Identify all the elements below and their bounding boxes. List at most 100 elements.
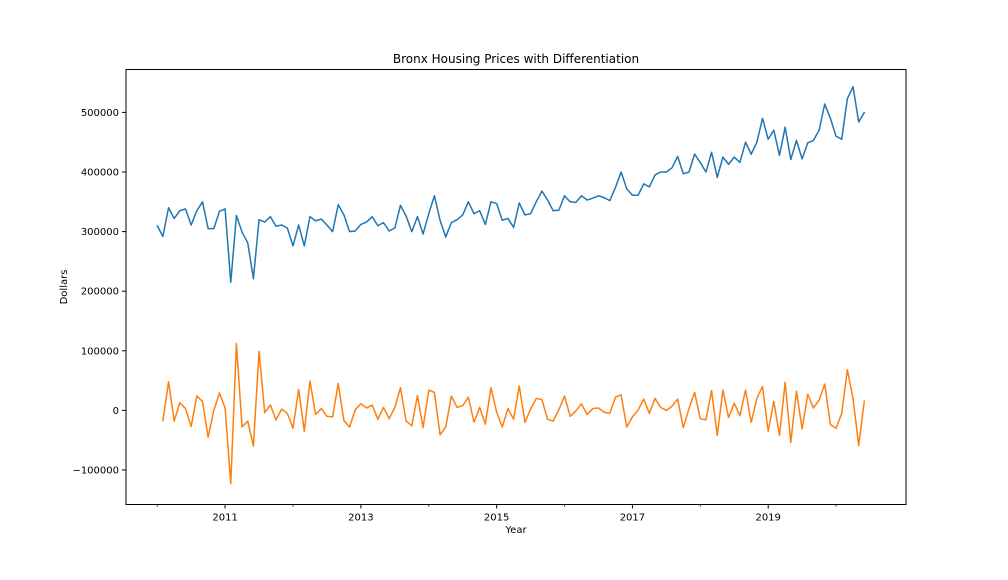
series-2-point-111 — [784, 381, 786, 383]
series-2-point-73 — [569, 415, 571, 417]
series-2-point-10 — [213, 409, 215, 411]
series-2-point-117 — [818, 399, 820, 401]
series-2-point-33 — [343, 419, 345, 422]
series-2-point-70 — [552, 420, 554, 422]
series-2-point-48 — [428, 389, 430, 391]
series-1-point-59 — [490, 201, 492, 203]
series-1-point-43 — [399, 204, 402, 206]
series-2-point-62 — [507, 407, 509, 410]
series-2-point-124 — [858, 444, 860, 447]
series-1-point-0 — [156, 225, 158, 227]
series-1-point-125 — [863, 111, 865, 113]
y-tick-label-400000: 400000 — [81, 167, 119, 178]
series-2-point-100 — [722, 389, 724, 391]
series-1-point-108 — [767, 138, 769, 140]
series-1-point-102 — [733, 156, 735, 158]
series-2-point-77 — [592, 407, 594, 410]
y-axis-label: Dollars — [59, 270, 70, 305]
series-1-point-19 — [264, 221, 266, 223]
series-2-point-43 — [399, 387, 402, 389]
series-2-point-98 — [711, 390, 713, 392]
series-2-point-75 — [580, 403, 583, 405]
series-1-point-55 — [467, 201, 469, 203]
series-2-point-35 — [354, 409, 356, 411]
series-2-point-109 — [773, 400, 775, 403]
series-1-point-74 — [575, 201, 577, 203]
series-2-point-66 — [529, 408, 532, 410]
series-1-point-24 — [292, 245, 294, 247]
series-1-point-52 — [450, 222, 452, 224]
series-2-point-65 — [524, 421, 526, 423]
series-2-point-49 — [433, 391, 436, 394]
series-1-point-69 — [546, 199, 549, 201]
series-2-point-120 — [835, 427, 837, 429]
series-1-point-87 — [648, 186, 650, 188]
series-2-point-84 — [631, 416, 634, 418]
series-1-point-23 — [286, 227, 288, 229]
series-1-point-101 — [727, 163, 730, 165]
series-2-point-41 — [388, 418, 390, 420]
series-2-point-45 — [411, 425, 413, 427]
series-1-point-30 — [326, 224, 328, 226]
series-2-point-86 — [643, 398, 645, 400]
plot-area — [156, 86, 866, 485]
series-2-point-113 — [795, 390, 798, 392]
series-1-point-45 — [411, 230, 413, 233]
series-1-point-63 — [513, 226, 515, 229]
series-1-point-72 — [563, 195, 566, 197]
series-2-point-13 — [230, 483, 232, 485]
series-2-point-89 — [660, 406, 662, 408]
series-2-point-80 — [609, 412, 611, 414]
series-2-point-3 — [173, 420, 175, 422]
series-2-point-52 — [450, 395, 452, 397]
series-1-point-16 — [247, 242, 249, 244]
series-2-point-94 — [688, 407, 690, 410]
series-2-point-50 — [439, 434, 441, 436]
series-2-point-59 — [490, 387, 492, 389]
series-2-point-26 — [303, 430, 305, 432]
series-2-point-105 — [750, 421, 752, 423]
series-2-point-122 — [846, 369, 848, 371]
series-2-point-78 — [597, 407, 600, 409]
series-1-point-104 — [744, 141, 747, 143]
series-2-point-46 — [416, 394, 419, 397]
series-2-point-51 — [445, 426, 447, 428]
series-2-point-119 — [829, 424, 831, 426]
series-1-point-31 — [331, 230, 334, 233]
series-2-point-61 — [501, 426, 503, 428]
series-1-point-88 — [654, 174, 656, 176]
axes: 2011 2013 2015 2017 2019 −100000 0 100000 200000… — [72, 108, 837, 524]
series-2-point-95 — [694, 391, 696, 394]
plot-frame — [125, 69, 907, 505]
series-2-point-116 — [812, 407, 815, 409]
series-2-point-40 — [382, 406, 385, 408]
x-tick-label-2011: 2011 — [212, 513, 237, 524]
series-2-point-83 — [626, 426, 628, 428]
series-2-point-63 — [513, 418, 515, 420]
series-2-point-87 — [648, 412, 650, 414]
series-1-point-12 — [224, 208, 226, 210]
series-2-point-90 — [665, 409, 667, 411]
series-1-point-86 — [643, 183, 645, 185]
y-tick-label-100000: 100000 — [81, 346, 119, 357]
series-2-point-68 — [541, 399, 543, 401]
series-1-point-90 — [665, 171, 667, 173]
series-2-point-8 — [201, 400, 204, 403]
y-tick-label-500000: 500000 — [81, 108, 119, 119]
series-2-point-125 — [863, 400, 865, 402]
series-1-point-107 — [761, 117, 764, 119]
series-1-point-96 — [699, 161, 701, 164]
series-2-point-32 — [337, 382, 339, 385]
series-1-point-78 — [597, 195, 600, 197]
series-1-point-32 — [337, 204, 339, 206]
series-1-point-75 — [580, 195, 583, 197]
series-1-point-70 — [552, 210, 554, 212]
series-1-point-14 — [235, 214, 238, 217]
series-1-point-18 — [258, 219, 260, 221]
series-2-point-14 — [235, 343, 238, 345]
series-2-point-108 — [767, 430, 769, 432]
series-2-point-30 — [326, 415, 328, 417]
series-2-point-34 — [348, 426, 351, 428]
series-2-point-21 — [275, 419, 277, 421]
series-1-point-122 — [846, 98, 848, 100]
